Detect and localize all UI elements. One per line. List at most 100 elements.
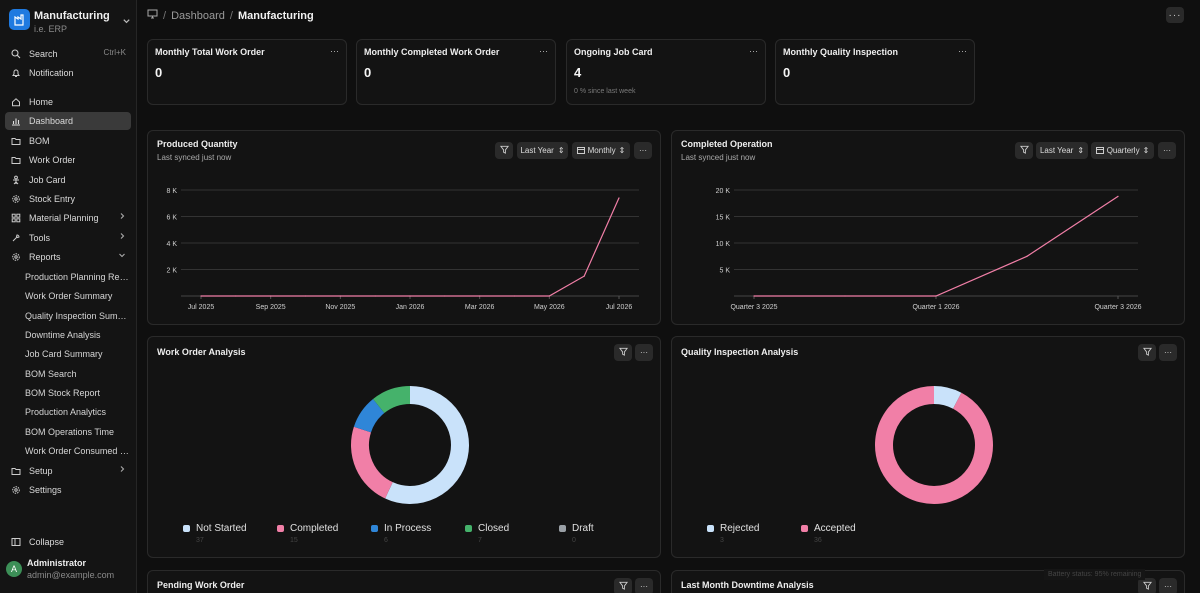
x-tick-label: Jul 2025	[188, 304, 215, 311]
report-item[interactable]: BOM Stock Report	[25, 388, 101, 398]
report-item[interactable]: Downtime Analysis	[25, 330, 101, 340]
report-item[interactable]: Job Card Summary	[25, 349, 103, 359]
more-icon[interactable]: ···	[330, 46, 339, 56]
chart-menu-button[interactable]: ···	[1158, 142, 1176, 159]
chevron-right-icon	[118, 232, 126, 242]
report-item[interactable]: Work Order Consumed M...	[25, 446, 131, 456]
search-button[interactable]: Search Ctrl+K	[5, 45, 131, 63]
sidebar-item-tools[interactable]: Tools	[5, 229, 131, 247]
legend-count: 15	[290, 537, 298, 544]
legend-item[interactable]: Rejected	[707, 523, 759, 534]
sidebar-item-label: Setup	[29, 466, 53, 476]
tools-icon	[9, 231, 23, 245]
monitor-icon	[147, 9, 158, 22]
report-item[interactable]: BOM Search	[25, 369, 77, 379]
data-point	[618, 197, 620, 199]
stat-card: Monthly Total Work Order ··· 0	[147, 39, 347, 105]
legend-label: Completed	[290, 523, 339, 534]
quality-donut	[875, 386, 993, 504]
donut-slice	[353, 399, 385, 433]
filter-button[interactable]	[1138, 578, 1156, 593]
more-icon[interactable]: ···	[958, 46, 967, 56]
filter-icon	[618, 581, 628, 592]
user-menu[interactable]: A Administrator admin@example.com	[6, 557, 134, 583]
report-item[interactable]: BOM Operations Time	[25, 427, 115, 437]
interval-value: Monthly	[587, 146, 616, 155]
select-arrows-icon: ⇕	[1142, 146, 1150, 155]
sidebar-item-work-order[interactable]: Work Order	[5, 151, 131, 169]
chart-menu-button[interactable]: ···	[635, 344, 653, 361]
brand-subtitle: i.e. ERP	[34, 24, 68, 34]
filter-icon	[618, 347, 628, 358]
x-tick-label: Mar 2026	[465, 304, 495, 311]
x-tick-label: Quarter 3 2025	[730, 304, 777, 311]
filter-button[interactable]	[614, 344, 632, 361]
report-item[interactable]: Production Analytics	[25, 407, 107, 417]
sidebar-item-setup[interactable]: Setup	[5, 462, 131, 480]
interval-select[interactable]: Monthly ⇕	[572, 142, 630, 159]
report-item[interactable]: Quality Inspection Summ...	[25, 311, 131, 321]
sidebar-item-bom[interactable]: BOM	[5, 132, 131, 150]
chart-menu-button[interactable]: ···	[1159, 578, 1177, 593]
more-icon: ···	[1164, 348, 1172, 357]
legend-count: 37	[196, 537, 204, 544]
data-point	[1117, 195, 1119, 197]
filter-button[interactable]	[495, 142, 513, 159]
donut-slice	[373, 386, 411, 414]
legend-item[interactable]: Completed	[277, 523, 338, 534]
sidebar-item-stock-entry[interactable]: Stock Entry	[5, 190, 131, 208]
stat-title: Ongoing Job Card	[574, 47, 653, 57]
chart-title: Quality Inspection Analysis	[681, 347, 799, 357]
y-tick-label: 4 K	[166, 241, 177, 248]
chart-menu-button[interactable]: ···	[1159, 344, 1177, 361]
data-point	[548, 295, 550, 297]
filter-button[interactable]	[1138, 344, 1156, 361]
data-point	[409, 295, 411, 297]
sidebar-item-material-planning[interactable]: Material Planning	[5, 209, 131, 227]
filter-button[interactable]	[1015, 142, 1033, 159]
page-menu-button[interactable]: ···	[1166, 7, 1184, 23]
person-icon	[9, 173, 23, 187]
legend-label: In Process	[384, 523, 432, 534]
stat-value: 0	[783, 65, 791, 80]
chart-menu-button[interactable]: ···	[635, 578, 653, 593]
folder-icon	[9, 153, 23, 167]
legend-item[interactable]: Draft	[559, 523, 594, 534]
sidebar-item-dashboard[interactable]: Dashboard	[5, 112, 131, 130]
filter-button[interactable]	[614, 578, 632, 593]
y-tick-label: 6 K	[166, 215, 177, 222]
more-icon: ···	[640, 582, 648, 591]
sidebar-item-home[interactable]: Home	[5, 93, 131, 111]
sidebar-item-label: Reports	[29, 252, 61, 262]
more-icon[interactable]: ···	[749, 46, 758, 56]
sidebar-item-label: Job Card	[29, 175, 66, 185]
collapse-button[interactable]: Collapse	[5, 533, 131, 551]
avatar: A	[6, 561, 22, 577]
calendar-icon	[576, 146, 585, 156]
sidebar-item-settings[interactable]: Settings	[5, 481, 131, 499]
legend-item[interactable]: Closed	[465, 523, 509, 534]
stat-title: Monthly Completed Work Order	[364, 47, 500, 57]
legend-item[interactable]: Not Started	[183, 523, 247, 534]
breadcrumb-parent[interactable]: Dashboard	[171, 9, 225, 22]
range-select[interactable]: Last Year ⇕	[1036, 142, 1088, 159]
series-line	[201, 197, 620, 297]
stat-card: Monthly Quality Inspection ··· 0	[775, 39, 975, 105]
sidebar-item-label: Settings	[29, 485, 62, 495]
more-icon: ···	[640, 348, 648, 357]
notification-button[interactable]: Notification	[5, 64, 131, 82]
legend-swatch	[559, 525, 566, 532]
more-icon[interactable]: ···	[539, 46, 548, 56]
sync-status: Last synced just now	[681, 153, 756, 162]
brand-switcher[interactable]: Manufacturing i.e. ERP	[9, 8, 131, 34]
report-item[interactable]: Work Order Summary	[25, 291, 113, 301]
chart-menu-button[interactable]: ···	[634, 142, 652, 159]
legend-item[interactable]: Accepted	[801, 523, 856, 534]
interval-select[interactable]: Quarterly ⇕	[1091, 142, 1154, 159]
sidebar-item-label: Material Planning	[29, 213, 99, 223]
legend-item[interactable]: In Process	[371, 523, 431, 534]
sidebar-item-reports[interactable]: Reports	[5, 248, 131, 266]
report-item[interactable]: Production Planning Rep...	[25, 272, 131, 282]
range-select[interactable]: Last Year ⇕	[517, 142, 568, 159]
sidebar-item-job-card[interactable]: Job Card	[5, 171, 131, 189]
